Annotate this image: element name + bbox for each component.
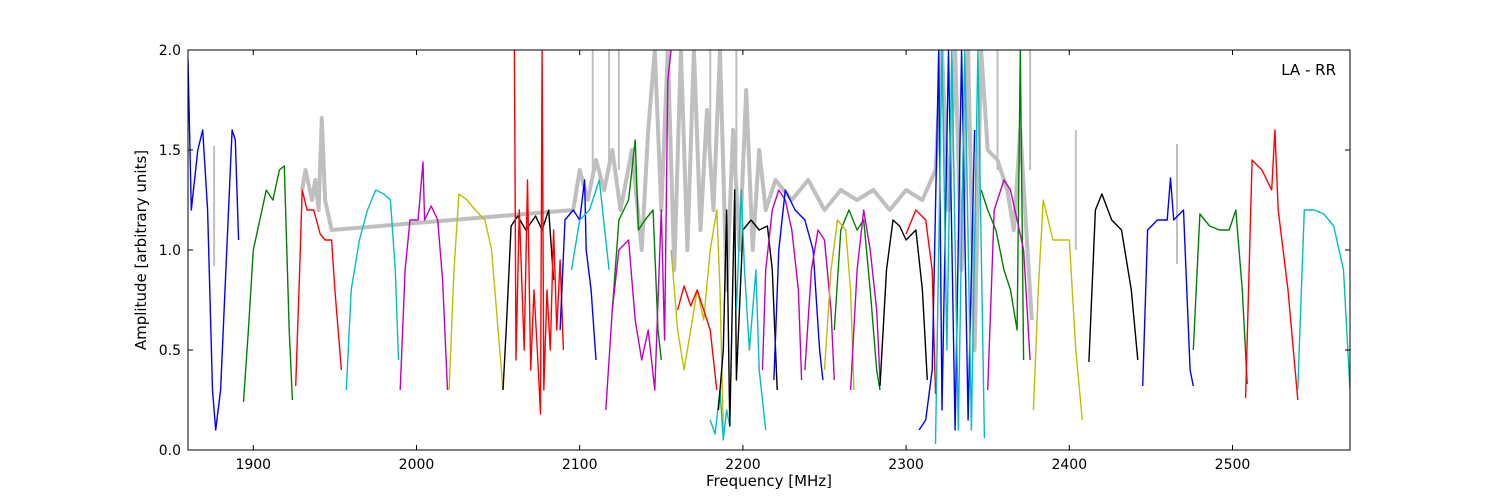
- series-line: [188, 59, 240, 431]
- y-tick-label: 0.0: [159, 443, 181, 459]
- series-line: [833, 209, 881, 391]
- series-line: [773, 189, 824, 381]
- series-line: [1192, 209, 1248, 385]
- series-line: [709, 389, 731, 441]
- series-line: [735, 189, 767, 431]
- y-axis-label: Amplitude [arbitrary units]: [132, 150, 150, 350]
- plot-area: [188, 50, 1350, 445]
- series-line: [879, 219, 928, 387]
- series-line: [761, 189, 803, 381]
- series-line: [611, 139, 662, 361]
- series-line: [242, 165, 294, 403]
- series-line: [295, 189, 343, 387]
- series-line: [559, 179, 597, 361]
- plot-frame: [187, 49, 1351, 451]
- x-tick-label: 2400: [1051, 457, 1087, 473]
- series-line: [1088, 193, 1139, 363]
- series-line: [717, 189, 778, 427]
- series-line: [345, 189, 400, 391]
- x-tick-label: 2500: [1215, 457, 1251, 473]
- series-line: [605, 50, 672, 411]
- series-line: [987, 179, 1031, 391]
- series-line: [1244, 129, 1299, 401]
- series-line: [1142, 177, 1194, 387]
- y-tick-label: 0.5: [159, 343, 181, 359]
- series-line: [399, 161, 449, 391]
- y-tick-label: 1.0: [159, 243, 181, 259]
- x-tick-label: 2000: [399, 457, 435, 473]
- panel-annotation: LA - RR: [1281, 61, 1336, 79]
- y-tick-label: 2.0: [159, 43, 181, 59]
- series-line: [1032, 199, 1083, 421]
- x-tick-label: 2100: [562, 457, 598, 473]
- x-axis-label: Frequency [MHz]: [706, 472, 832, 490]
- series-line: [905, 209, 937, 395]
- x-tick-label: 2200: [725, 457, 761, 473]
- series-line: [570, 179, 610, 271]
- series-line: [980, 50, 1025, 361]
- series-line: [1297, 209, 1350, 391]
- series-line: [676, 285, 718, 391]
- series-line: [448, 193, 504, 391]
- y-axis: 0.0 0.5 1.0 1.5 2.0: [159, 43, 1350, 459]
- series-line: [513, 50, 565, 415]
- series-line: [934, 50, 986, 445]
- series-line: [823, 219, 855, 391]
- x-tick-label: 2300: [888, 457, 924, 473]
- series-line: [804, 229, 835, 381]
- series-line: [849, 209, 881, 391]
- series-line: [670, 209, 724, 431]
- x-tick-label: 1900: [235, 457, 271, 473]
- x-axis: 1900 2000 2100 2200 2300 2400 2500: [235, 50, 1250, 473]
- y-tick-label: 1.5: [159, 143, 181, 159]
- series-line: [502, 209, 555, 391]
